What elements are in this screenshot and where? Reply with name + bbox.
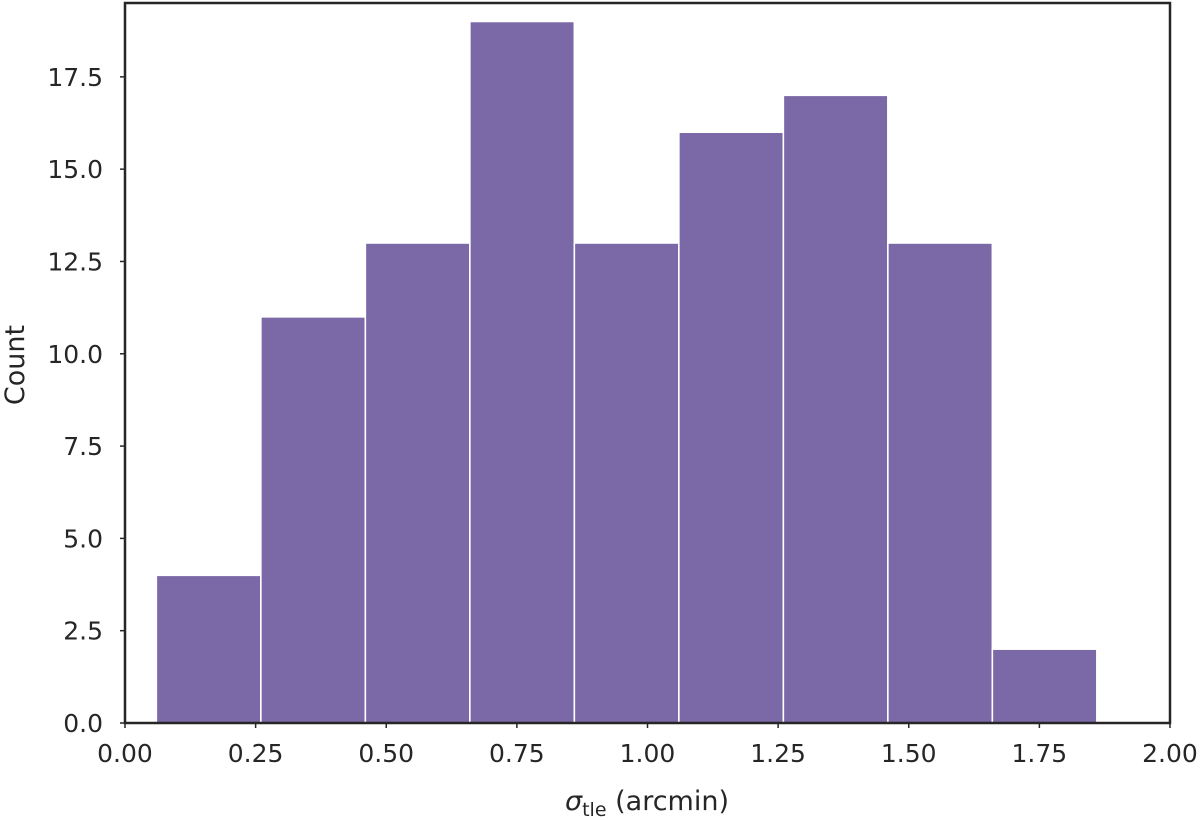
x-tick-label: 0.00 bbox=[97, 739, 153, 768]
x-axis-label-unit: (arcmin) bbox=[607, 786, 729, 817]
y-tick-label: 10.0 bbox=[47, 340, 103, 369]
x-tick-label: 1.25 bbox=[750, 739, 806, 768]
histogram-bar bbox=[155, 574, 262, 724]
y-axis-label: Count bbox=[0, 325, 31, 405]
y-tick-label: 2.5 bbox=[63, 617, 103, 646]
histogram-bar bbox=[782, 94, 889, 724]
histogram-bar bbox=[573, 242, 680, 724]
y-tick-label: 17.5 bbox=[47, 63, 103, 92]
y-tick-label: 12.5 bbox=[47, 247, 103, 276]
x-tick-label: 1.75 bbox=[1012, 739, 1068, 768]
y-ticks-group: 0.0 2.5 5.0 7.5 10.0 12.5 15.0 17.5 bbox=[47, 63, 125, 738]
histogram-bar bbox=[260, 316, 367, 724]
y-tick-label: 0.0 bbox=[63, 709, 103, 738]
histogram-bar bbox=[887, 242, 994, 724]
histogram-bar bbox=[469, 20, 576, 724]
x-tick-label: 0.75 bbox=[489, 739, 545, 768]
bars-group bbox=[155, 20, 1098, 724]
histogram-bar bbox=[991, 648, 1098, 724]
y-tick-label: 15.0 bbox=[47, 155, 103, 184]
x-tick-label: 1.00 bbox=[620, 739, 676, 768]
x-axis-label-symbol: σ bbox=[565, 786, 583, 817]
x-tick-label: 2.00 bbox=[1142, 739, 1198, 768]
histogram-bar bbox=[364, 242, 471, 724]
x-tick-label: 1.50 bbox=[881, 739, 937, 768]
histogram-bar bbox=[678, 131, 785, 724]
x-tick-label: 0.25 bbox=[228, 739, 284, 768]
x-ticks-group: 0.00 0.25 0.50 0.75 1.00 1.25 1.50 1.75 2.00 bbox=[97, 723, 1198, 768]
x-tick-label: 0.50 bbox=[358, 739, 414, 768]
x-axis-label: σtle (arcmin) bbox=[565, 786, 729, 820]
y-tick-label: 7.5 bbox=[63, 432, 103, 461]
plot-frame bbox=[123, 1, 1172, 725]
y-tick-label: 5.0 bbox=[63, 524, 103, 553]
x-axis-label-subscript: tle bbox=[582, 799, 606, 820]
